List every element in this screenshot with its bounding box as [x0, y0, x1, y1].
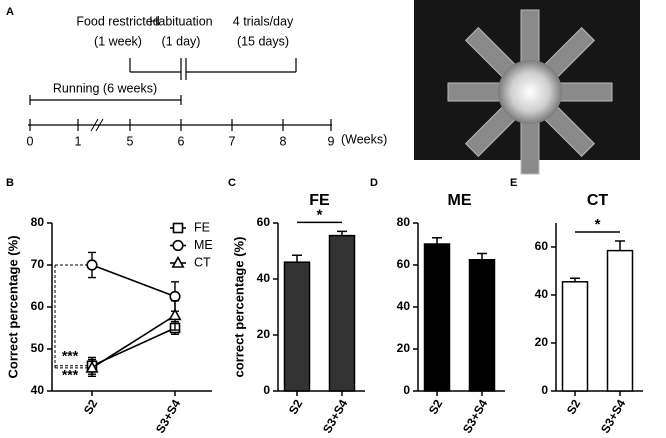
panel-label: A: [6, 6, 14, 18]
x-tick-label: S2: [81, 397, 101, 417]
y-tick-label: 0: [403, 383, 410, 397]
event-label: Habituation: [149, 14, 212, 28]
significance: ***: [62, 348, 79, 364]
timeline-tick-label: 5: [127, 134, 134, 148]
chart-title: FE: [309, 192, 330, 209]
event-duration: (1 week): [94, 34, 142, 48]
running-label: Running (6 weeks): [53, 81, 157, 95]
bar: [468, 259, 496, 392]
legend-marker: [172, 239, 184, 252]
marker: [168, 308, 182, 321]
x-tick-label: S3+S4: [598, 397, 628, 436]
bar: [283, 261, 311, 392]
chart-title: CT: [587, 192, 609, 209]
panel-label: E: [510, 177, 517, 189]
marker: [85, 360, 99, 373]
y-tick-label: 70: [31, 257, 45, 271]
error-bar: [292, 254, 302, 263]
x-tick-label: S3+S4: [153, 397, 183, 436]
x-tick-label: S3+S4: [320, 397, 350, 436]
error-bar: [432, 236, 442, 244]
panel-label: B: [6, 177, 14, 189]
y-tick-label: 80: [31, 215, 45, 229]
y-tick-label: 60: [397, 257, 411, 271]
timeline-tick-label: 1: [75, 134, 82, 148]
bar: [606, 249, 634, 392]
event-duration: (15 days): [237, 34, 289, 48]
legend-label: ME: [194, 238, 213, 252]
maze-photo: [414, 0, 640, 175]
chart-title: ME: [448, 192, 472, 209]
significance: *: [595, 216, 601, 233]
y-tick-label: 40: [535, 287, 549, 301]
y-tick-label: 20: [257, 327, 271, 341]
significance: *: [317, 206, 323, 223]
timeline-lines: [28, 58, 332, 132]
y-tick-label: 0: [541, 383, 548, 397]
timeline-tick-label: 6: [178, 134, 185, 148]
bar: [423, 243, 451, 392]
x-tick-label: S2: [564, 397, 584, 417]
legend-marker: [171, 255, 185, 268]
event-duration: (1 day): [162, 34, 201, 48]
x-tick-label: S2: [426, 397, 446, 417]
y-tick-label: 60: [257, 215, 271, 229]
y-tick-label: 60: [535, 239, 549, 253]
timeline-tick-label: 7: [229, 134, 236, 148]
event-label: Food restricted: [76, 14, 159, 28]
legend-label: FE: [194, 220, 210, 234]
error-bar: [615, 240, 625, 251]
timeline-tick-label: 8: [280, 134, 287, 148]
bar: [561, 281, 589, 392]
event-label: 4 trials/day: [233, 14, 294, 28]
y-tick-label: 20: [397, 341, 411, 355]
marker: [86, 259, 98, 271]
y-axis-label: correct percentage (%): [231, 237, 246, 378]
y-tick-label: 20: [535, 335, 549, 349]
y-tick-label: 40: [397, 299, 411, 313]
legend-marker: [172, 222, 184, 234]
y-tick-label: 50: [31, 341, 45, 355]
x-tick-label: S3+S4: [460, 397, 490, 436]
y-tick-label: 40: [257, 271, 271, 285]
y-tick-label: 40: [31, 383, 45, 397]
y-axis-label: Correct percentage (%): [5, 235, 20, 378]
series-line: [91, 264, 176, 298]
y-tick-label: 60: [31, 299, 45, 313]
x-tick-label: S2: [286, 397, 306, 417]
significance: ***: [62, 367, 79, 383]
week-unit: (Weeks): [341, 132, 387, 146]
marker: [169, 290, 181, 303]
bar: [328, 234, 356, 392]
y-tick-label: 80: [397, 215, 411, 229]
panel-label: C: [228, 177, 236, 189]
timeline-tick-label: 0: [27, 134, 34, 148]
panel-label: D: [370, 177, 378, 189]
legend-label: CT: [194, 255, 211, 269]
timeline-tick-label: 9: [328, 134, 335, 148]
y-tick-label: 0: [263, 383, 270, 397]
series-line: [91, 314, 176, 369]
error-bar: [477, 252, 487, 260]
